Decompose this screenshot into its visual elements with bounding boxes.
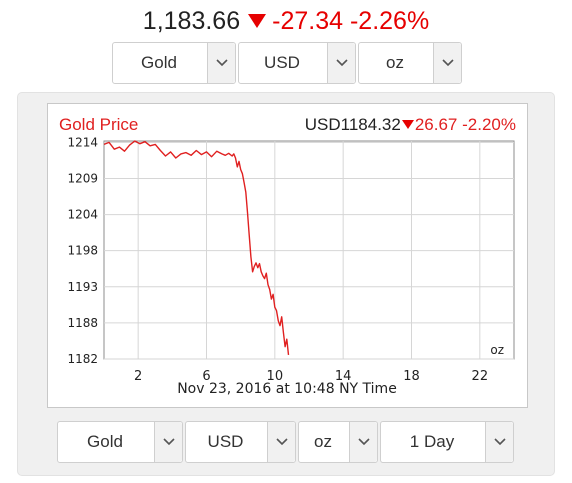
unit-select[interactable]: oz — [358, 42, 462, 84]
metal-select[interactable]: Gold — [112, 42, 236, 84]
x-tick-label: 6 — [202, 369, 210, 384]
chart-quote: USD1184.32 26.67 -2.20% — [305, 115, 516, 135]
chart-metal-select[interactable]: Gold — [57, 421, 183, 463]
y-tick-label: 1198 — [67, 244, 98, 258]
chevron-down-icon — [349, 422, 377, 462]
chart-title: Gold Price — [59, 115, 139, 134]
x-tick-label: 18 — [403, 369, 420, 384]
x-tick-label: 22 — [472, 369, 489, 384]
chart-unit-select[interactable]: oz — [298, 421, 378, 463]
price-change: -27.34 — [272, 7, 344, 35]
y-tick-label: 1193 — [67, 280, 98, 294]
chart-range-select[interactable]: 1 Day — [380, 421, 514, 463]
chart-unit-select-value: oz — [314, 432, 332, 451]
y-tick-label: 1204 — [67, 208, 98, 222]
chart-currency-select-value: USD — [207, 432, 244, 451]
chart-currency-select[interactable]: USD — [185, 421, 296, 463]
chart-quote-price: 1184.32 — [340, 115, 401, 134]
chart-unit-label: oz — [490, 343, 504, 357]
down-arrow-icon — [401, 120, 414, 130]
currency-select-value: USD — [264, 53, 300, 72]
y-tick-label: 1209 — [67, 171, 98, 185]
chevron-down-icon — [433, 43, 461, 83]
metal-select-value: Gold — [141, 53, 177, 72]
chart-quote-change-percent: -2.20% — [462, 115, 516, 134]
price-change-percent: -2.26% — [349, 7, 430, 35]
chart-metal-select-value: Gold — [87, 432, 123, 451]
price-series-line — [103, 140, 290, 355]
chevron-down-icon — [327, 43, 355, 83]
x-tick-label: 14 — [335, 369, 352, 384]
last-price: 1,183.66 — [142, 7, 241, 35]
plot-area — [103, 140, 515, 360]
x-tick-label: 2 — [134, 369, 142, 384]
x-tick-label: 10 — [267, 369, 284, 384]
y-tick-label: 1182 — [67, 352, 98, 366]
price-summary: 1,183.66 -27.34 -2.26% — [0, 6, 572, 36]
chart-range-select-value: 1 Day — [409, 432, 455, 451]
chevron-down-icon — [485, 422, 513, 462]
chevron-down-icon — [207, 43, 235, 83]
y-tick-label: 1188 — [67, 316, 98, 330]
down-arrow-icon — [248, 14, 267, 29]
unit-select-value: oz — [386, 53, 404, 72]
currency-select[interactable]: USD — [238, 42, 356, 84]
chart-quote-change: 26.67 — [414, 115, 458, 134]
y-tick-label: 1214 — [67, 135, 98, 149]
chart-timestamp: Nov 23, 2016 at 10:48 NY Time — [177, 381, 397, 397]
chevron-down-icon — [154, 422, 182, 462]
chevron-down-icon — [267, 422, 295, 462]
chart-quote-currency: USD — [304, 115, 341, 134]
